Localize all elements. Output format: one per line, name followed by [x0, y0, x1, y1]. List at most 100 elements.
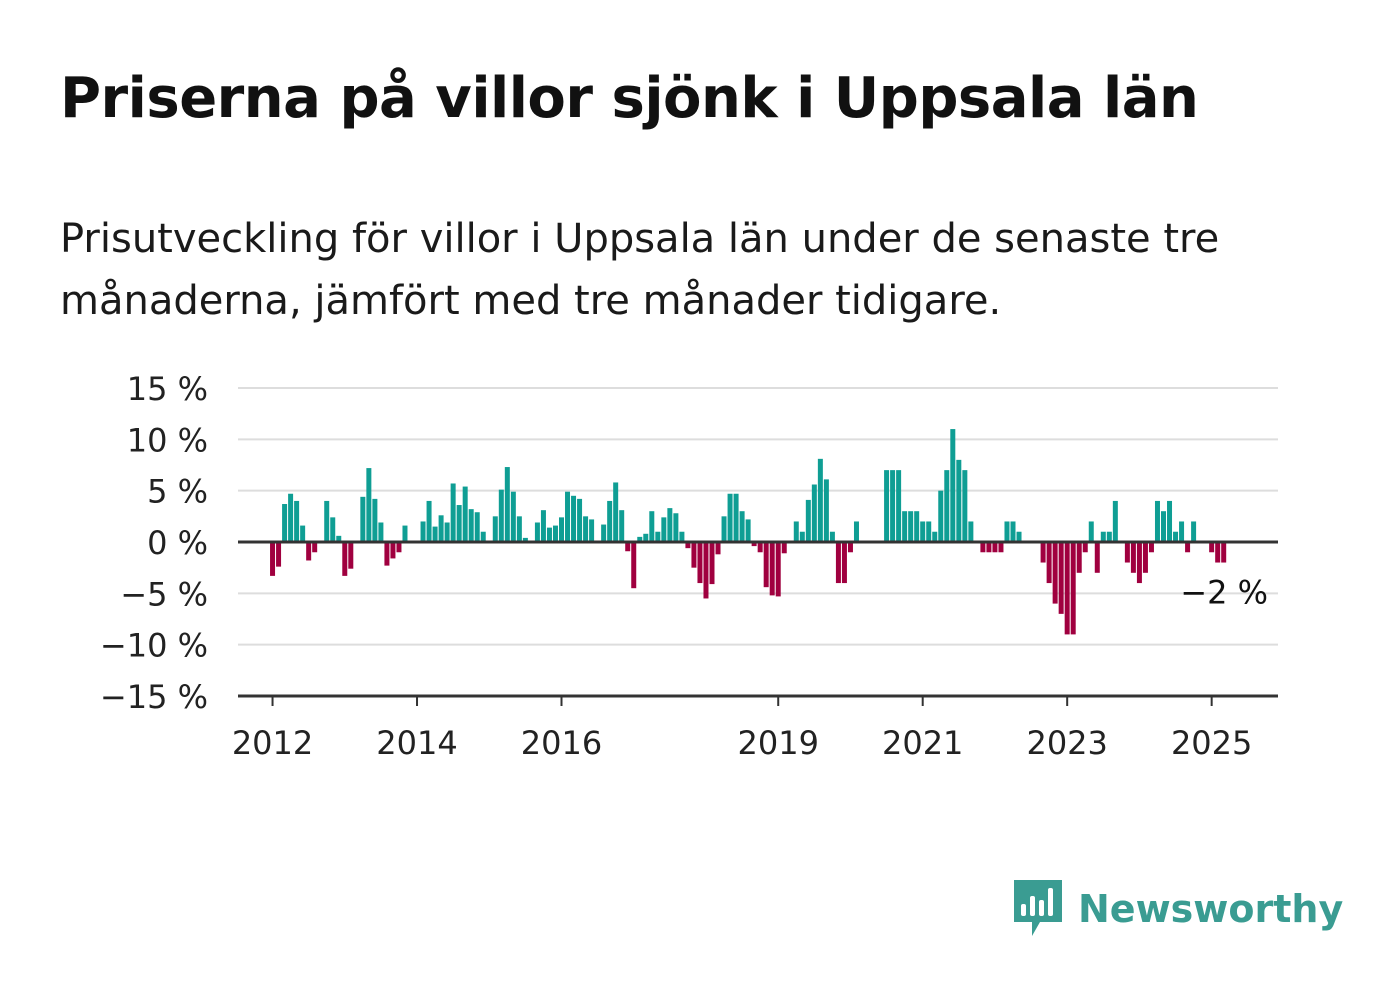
brand-name: Newsworthy — [1078, 887, 1344, 931]
bar — [721, 516, 727, 542]
bar — [1100, 531, 1106, 542]
bar — [300, 525, 306, 542]
y-tick-label: 0 % — [147, 524, 208, 562]
y-tick-label: 10 % — [127, 421, 208, 459]
bar — [498, 489, 504, 542]
bar — [559, 517, 564, 542]
x-tick-label: 2016 — [521, 724, 602, 762]
bar — [805, 499, 811, 542]
bar — [841, 542, 847, 584]
bar — [294, 500, 300, 542]
x-tick-label: 2012 — [232, 724, 313, 762]
bar — [420, 521, 426, 542]
bar — [1179, 521, 1185, 542]
bar — [1185, 542, 1191, 553]
bar — [673, 513, 679, 542]
bar — [390, 542, 396, 559]
bar — [276, 542, 282, 567]
bar — [510, 491, 516, 542]
bar — [781, 542, 787, 554]
bar — [1070, 542, 1076, 635]
chart-title: Priserna på villor sjönk i Uppsala län — [60, 66, 1199, 131]
bar — [835, 542, 841, 584]
bar — [522, 537, 528, 542]
bar — [739, 511, 745, 542]
bar — [745, 519, 751, 542]
bar — [980, 542, 986, 553]
bar — [480, 531, 486, 542]
y-tick-label: −15 % — [100, 678, 208, 716]
bar — [992, 542, 998, 553]
bar — [1167, 500, 1173, 542]
bar — [565, 491, 571, 542]
bar — [1082, 542, 1088, 553]
bar — [516, 516, 522, 542]
bar — [589, 519, 595, 542]
bar — [1076, 542, 1082, 573]
bar — [540, 510, 546, 542]
bar — [715, 542, 721, 555]
bar — [998, 542, 1004, 553]
bar — [450, 483, 456, 542]
bar — [1010, 521, 1016, 542]
bar — [1148, 542, 1154, 553]
y-tick-label: −10 % — [100, 627, 208, 665]
y-tick-label: −5 % — [120, 575, 208, 613]
bar — [1106, 531, 1112, 542]
y-tick-label: 5 % — [147, 473, 208, 511]
bar — [336, 535, 342, 542]
bar — [661, 517, 667, 542]
bar — [968, 521, 974, 542]
bar — [306, 542, 312, 561]
brand-logo: Newsworthy — [1010, 878, 1343, 940]
bar — [920, 521, 926, 542]
grid-lines — [238, 387, 1278, 646]
bar — [601, 524, 607, 542]
bar — [932, 531, 938, 542]
bar — [679, 531, 685, 542]
bar — [655, 531, 661, 542]
bar — [1094, 542, 1100, 573]
bar — [986, 542, 992, 553]
bar — [312, 542, 318, 553]
bar — [1221, 542, 1227, 563]
bar — [643, 533, 649, 542]
bar — [727, 493, 733, 542]
bar — [1040, 542, 1046, 563]
bar — [372, 498, 378, 542]
bars — [270, 429, 1227, 635]
bar — [697, 542, 703, 584]
bar — [360, 496, 366, 542]
bar — [378, 522, 384, 542]
bar — [908, 511, 914, 542]
bar — [847, 542, 853, 553]
bar — [534, 522, 540, 542]
x-tick-label: 2019 — [738, 724, 819, 762]
bar — [751, 542, 757, 547]
bar — [956, 459, 962, 542]
bar — [282, 504, 288, 542]
bar — [667, 508, 673, 542]
bar — [757, 542, 763, 553]
bar — [914, 511, 920, 542]
bar — [817, 458, 823, 542]
bar — [799, 531, 805, 542]
bar — [577, 498, 583, 542]
bar — [492, 516, 498, 542]
bar — [1112, 500, 1118, 542]
bar — [793, 521, 799, 542]
y-tick-label: 15 % — [127, 370, 208, 408]
bar — [637, 536, 643, 542]
bar — [396, 542, 402, 553]
bar — [1088, 521, 1094, 542]
x-tick-label: 2025 — [1171, 724, 1252, 762]
bar — [619, 510, 625, 542]
bar — [571, 495, 577, 542]
bar — [853, 521, 859, 542]
bar — [607, 500, 613, 542]
bar — [775, 542, 781, 597]
bar — [763, 542, 769, 588]
bar — [468, 509, 474, 542]
bar — [270, 542, 276, 576]
bar — [649, 511, 655, 542]
